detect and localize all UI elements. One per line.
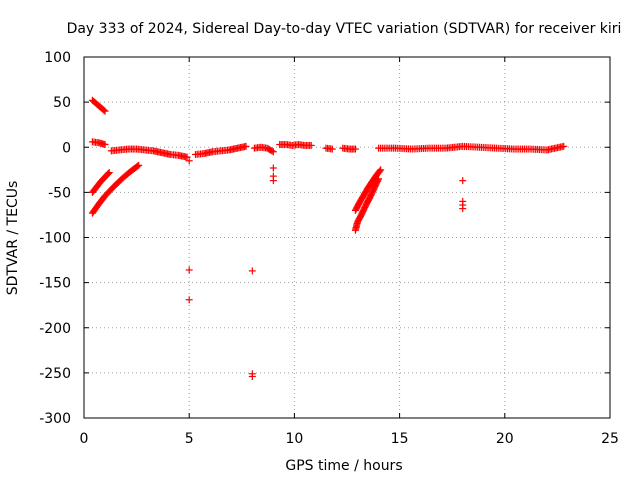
data-point: [307, 141, 315, 149]
grid: [84, 57, 610, 418]
y-tick-label: -50: [48, 185, 71, 201]
outlier-point: [269, 164, 277, 172]
data-point: [269, 148, 277, 156]
x-tick-label: 10: [285, 431, 303, 447]
outlier-point: [459, 205, 467, 213]
outlier-point: [248, 372, 256, 380]
x-axis-label: GPS time / hours: [285, 458, 402, 474]
y-tick-label: 100: [44, 50, 71, 66]
outlier-point: [185, 157, 193, 165]
y-tick-label: -100: [39, 231, 71, 247]
data-point: [100, 106, 108, 114]
y-tick-label: -250: [39, 366, 71, 382]
data-point: [104, 169, 112, 177]
y-tick-label: -150: [39, 276, 71, 292]
outlier-point: [185, 296, 193, 304]
y-tick-label: -200: [39, 321, 71, 337]
data-point: [351, 145, 359, 153]
outlier-point: [459, 177, 467, 185]
data-point: [242, 142, 250, 150]
outlier-point: [269, 177, 277, 185]
data-point: [105, 169, 113, 177]
y-tick-label: 0: [62, 140, 71, 156]
y-axis-label: SDTVAR / TECUs: [5, 181, 21, 296]
outlier-point: [185, 266, 193, 274]
x-tick-label: 5: [185, 431, 194, 447]
data-point: [134, 162, 142, 170]
x-tick-label: 0: [80, 431, 89, 447]
y-tick-label: -300: [39, 411, 71, 427]
data-point: [376, 167, 384, 175]
data-point: [101, 141, 109, 149]
plot-frame: [83, 56, 611, 419]
data-point: [268, 147, 276, 155]
data-point: [560, 142, 568, 150]
data-point: [377, 166, 385, 174]
data-point: [101, 107, 109, 115]
data-point: [183, 153, 191, 161]
data-point: [135, 161, 143, 169]
x-tick-label: 15: [391, 431, 409, 447]
axis-ticks: 0 5 10 15 20 25 100 50 0 -50 -100 -150 -200 -250 -300: [39, 50, 619, 447]
x-tick-label: 20: [496, 431, 514, 447]
x-tick-label: 25: [601, 431, 619, 447]
outlier-point: [248, 267, 256, 275]
data-marks: [88, 96, 568, 380]
data-point: [328, 145, 336, 153]
chart-title: Day 333 of 2024, Sidereal Day-to-day VTE…: [67, 21, 622, 37]
y-tick-label: 50: [53, 95, 71, 111]
